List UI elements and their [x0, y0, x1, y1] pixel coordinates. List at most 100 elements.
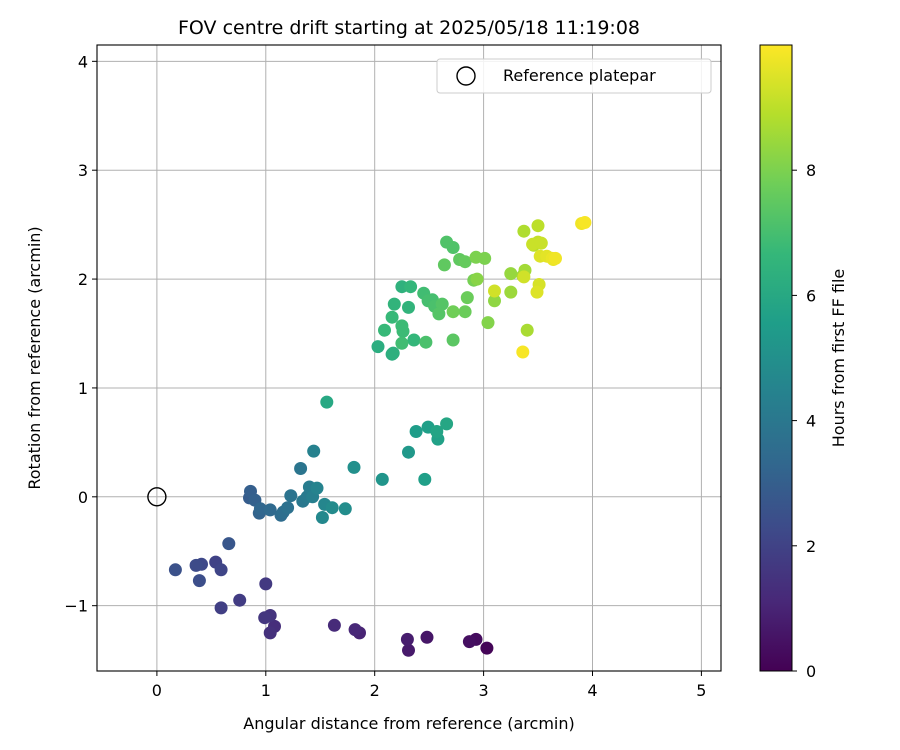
data-point — [325, 501, 339, 515]
x-tick-label: 1 — [261, 681, 271, 700]
data-point — [402, 300, 415, 314]
data-point — [400, 632, 414, 646]
data-point — [534, 236, 548, 250]
data-point — [409, 425, 423, 438]
data-point — [259, 577, 273, 591]
x-tick-label: 4 — [587, 681, 597, 700]
y-tick-label: 4 — [78, 52, 88, 71]
y-tick-label: 0 — [78, 488, 88, 507]
data-point — [504, 285, 518, 299]
data-point — [281, 501, 295, 515]
y-tick-label: 1 — [78, 379, 88, 398]
x-axis-ticks: 0 1 2 3 4 5 — [152, 671, 706, 700]
data-point — [504, 267, 518, 281]
y-axis-ticks: −1 0 1 2 3 4 — [64, 52, 97, 616]
colorbar-tick-label: 4 — [806, 412, 816, 431]
data-point — [446, 333, 460, 347]
data-point — [446, 305, 460, 319]
data-point — [402, 445, 415, 459]
colorbar-ticks: 0 2 4 6 8 — [792, 161, 816, 681]
colorbar-label: Hours from first FF file — [829, 269, 848, 448]
data-point — [446, 241, 460, 254]
legend-box — [436, 58, 712, 94]
data-point — [214, 601, 228, 615]
data-point — [284, 489, 298, 503]
data-point — [168, 563, 182, 577]
grid-lines — [97, 45, 721, 671]
data-point — [458, 305, 472, 319]
data-point — [462, 635, 476, 649]
data-point — [549, 251, 562, 265]
data-point — [214, 563, 228, 577]
x-axis-label: Angular distance from reference (arcmin) — [243, 714, 574, 733]
x-tick-label: 5 — [696, 681, 706, 700]
data-point — [402, 643, 415, 657]
legend-entry-label: Reference platepar — [503, 66, 656, 85]
data-point — [258, 611, 272, 625]
data-point — [192, 574, 206, 588]
data-point — [418, 472, 432, 486]
plot-frame — [96, 44, 722, 672]
data-point — [294, 462, 308, 475]
data-point — [488, 294, 501, 308]
reference-platepar-marker — [147, 487, 167, 507]
data-point — [517, 270, 531, 284]
data-point — [460, 291, 474, 305]
y-tick-label: 3 — [78, 161, 88, 180]
data-point — [371, 340, 385, 354]
y-tick-label: 2 — [78, 270, 88, 289]
data-point — [435, 297, 449, 311]
y-axis-label: Rotation from reference (arcmin) — [25, 226, 44, 489]
data-points — [168, 216, 592, 657]
data-point — [315, 511, 329, 524]
data-point — [222, 537, 236, 551]
y-tick-label: −1 — [64, 597, 88, 616]
data-point — [420, 630, 434, 644]
data-point — [395, 336, 409, 350]
data-point — [517, 224, 531, 238]
data-point — [419, 335, 433, 349]
data-point — [396, 324, 410, 338]
data-point — [440, 417, 454, 431]
data-point — [327, 618, 341, 632]
data-point — [531, 219, 545, 233]
data-point — [307, 444, 321, 458]
data-point — [407, 333, 421, 347]
data-point — [437, 258, 451, 272]
data-point — [488, 284, 501, 298]
data-point — [338, 502, 352, 516]
x-tick-label: 2 — [370, 681, 380, 700]
chart-title: FOV centre drift starting at 2025/05/18 … — [178, 17, 640, 39]
data-point — [233, 593, 247, 607]
x-tick-label: 0 — [152, 681, 162, 700]
data-point — [480, 641, 494, 655]
data-point — [263, 626, 277, 640]
data-point — [520, 323, 534, 337]
data-point — [530, 285, 544, 299]
legend-marker-icon — [456, 66, 476, 86]
data-point — [263, 503, 277, 517]
data-point — [378, 323, 391, 337]
data-point — [458, 255, 472, 269]
data-point — [404, 280, 418, 294]
data-point — [347, 460, 361, 474]
data-point — [432, 307, 446, 321]
data-point — [189, 558, 203, 572]
data-point — [375, 472, 389, 486]
legend: Reference platepar — [436, 58, 712, 94]
colorbar — [759, 44, 793, 672]
data-point — [481, 316, 495, 330]
data-point — [310, 481, 324, 495]
data-point — [348, 623, 362, 637]
data-point — [478, 251, 492, 265]
data-point — [430, 425, 444, 438]
colorbar-tick-label: 2 — [806, 537, 816, 556]
colorbar-tick-label: 6 — [806, 286, 816, 305]
data-point — [578, 216, 592, 229]
data-point — [385, 310, 399, 324]
data-point — [387, 297, 401, 311]
data-point — [253, 502, 267, 516]
data-point — [516, 345, 530, 359]
x-tick-label: 3 — [479, 681, 489, 700]
